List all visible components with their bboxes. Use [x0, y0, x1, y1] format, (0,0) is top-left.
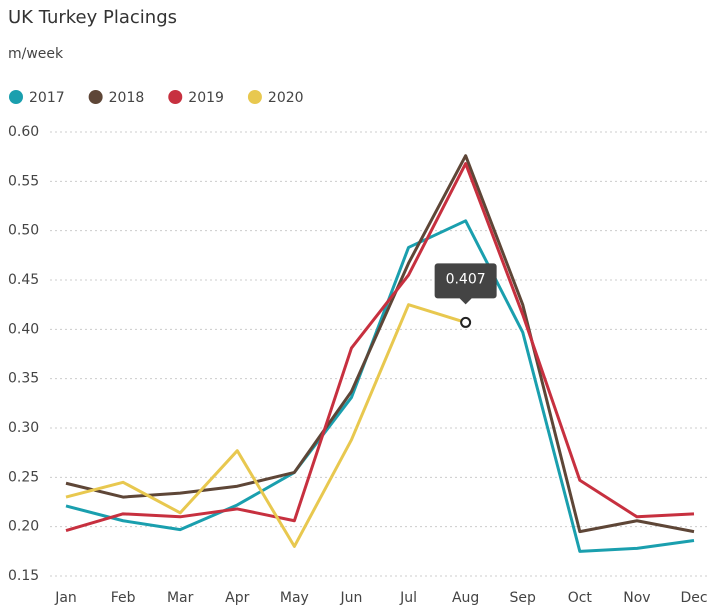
legend-marker — [168, 90, 183, 104]
chart-subtitle: m/week — [8, 46, 64, 62]
y-tick-label: 0.55 — [8, 173, 39, 189]
x-tick-label: Feb — [111, 590, 136, 606]
tooltip-box — [434, 263, 497, 305]
x-tick-label: May — [280, 590, 309, 606]
x-tick-label: Mar — [167, 590, 194, 606]
series-line — [65, 154, 695, 534]
hover-marker — [460, 316, 472, 328]
legend-marker — [88, 90, 103, 104]
x-tick-label: Sep — [510, 590, 537, 606]
legend-label: 2020 — [268, 90, 304, 106]
legend-marker — [247, 90, 262, 104]
legend-label: 2017 — [29, 90, 65, 106]
x-tick-label: Jun — [340, 590, 363, 606]
x-tick-label: Jul — [399, 590, 417, 606]
x-tick-label: Nov — [623, 590, 650, 606]
y-tick-label: 0.20 — [8, 519, 39, 535]
series-line — [65, 219, 695, 553]
x-tick-label: Jan — [54, 590, 77, 606]
y-tick-label: 0.50 — [8, 223, 39, 239]
y-tick-label: 0.15 — [8, 568, 39, 584]
x-tick-label: Dec — [680, 590, 707, 606]
tooltip-label: 0.407 — [446, 271, 486, 287]
y-tick-label: 0.40 — [8, 321, 39, 337]
y-tick-label: 0.60 — [8, 124, 39, 140]
legend-label: 2019 — [188, 90, 224, 106]
legend-label: 2018 — [109, 90, 145, 106]
y-tick-label: 0.30 — [8, 420, 39, 436]
chart-title: UK Turkey Placings — [8, 7, 177, 28]
x-tick-label: Oct — [568, 590, 593, 606]
x-tick-label: Aug — [452, 590, 479, 606]
y-tick-label: 0.25 — [8, 469, 39, 485]
y-tick-label: 0.35 — [8, 371, 39, 387]
series-line — [65, 162, 695, 533]
x-tick-label: Apr — [225, 590, 249, 606]
series-line — [65, 303, 467, 548]
y-tick-label: 0.45 — [8, 272, 39, 288]
legend-marker — [9, 90, 23, 104]
